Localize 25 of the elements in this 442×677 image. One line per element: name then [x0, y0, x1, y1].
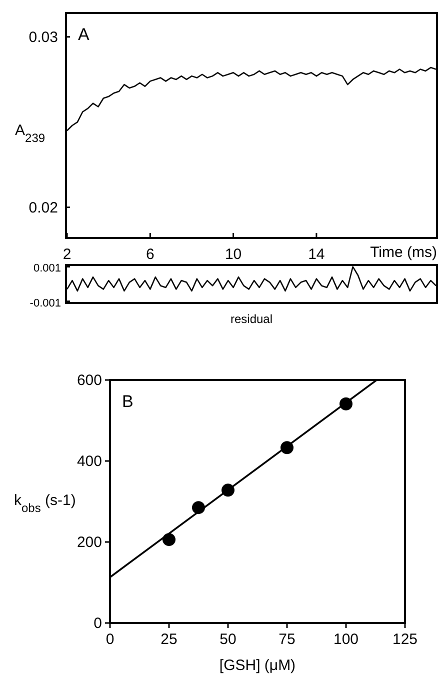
x-tick-label: 6: [146, 246, 154, 263]
y-tick-label: 600: [76, 372, 102, 389]
x-tick-label: 100: [333, 631, 359, 648]
x-axis-title: Time (ms): [370, 244, 437, 261]
y-tick-label: 200: [76, 534, 102, 551]
y-tick-label: 400: [76, 453, 102, 470]
y-tick-label: 0.02: [28, 199, 58, 216]
y-axis-title: k$_{obs}$ (s-1): [14, 492, 76, 515]
y-axis-title: A$_{239}$: [15, 122, 46, 145]
x-axis-title: residual: [230, 312, 273, 326]
annotation: A: [78, 25, 90, 44]
y-tick-label: 0: [94, 615, 102, 632]
x-tick-label: 25: [160, 631, 178, 648]
x-axis-title: [GSH] (μM): [219, 657, 296, 674]
x-tick-label: 0: [106, 631, 114, 648]
y-tick-label: 0.03: [28, 28, 58, 46]
y-tick-label: 0.001: [33, 262, 61, 275]
x-tick-label: 2: [62, 246, 72, 263]
x-tick-label: 10: [224, 246, 242, 263]
x-tick-label: 14: [308, 246, 325, 263]
x-tick-label: 75: [278, 631, 296, 648]
annotation: B: [122, 392, 134, 411]
x-tick-label: 50: [220, 631, 236, 648]
x-tick-label: 125: [392, 631, 418, 648]
y-tick-label: -0.001: [30, 297, 61, 310]
